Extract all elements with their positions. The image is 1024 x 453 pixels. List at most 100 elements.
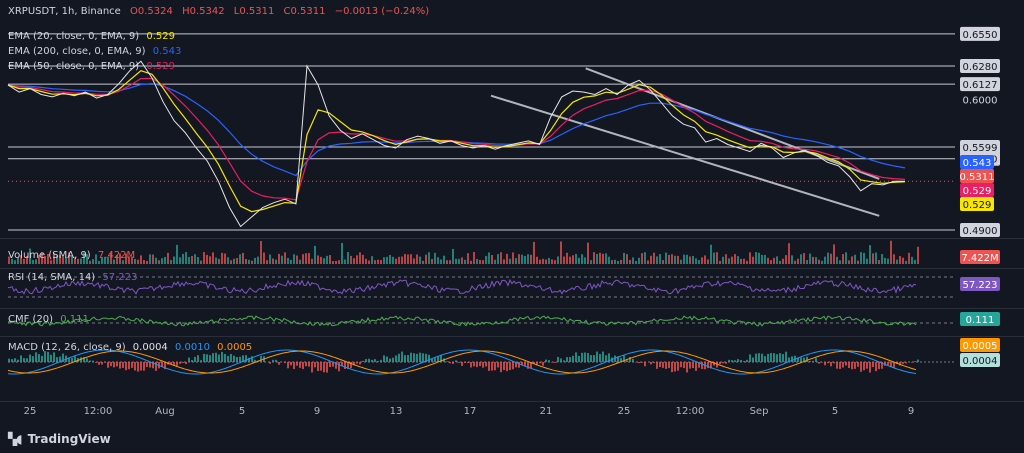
macd-histogram-bar bbox=[11, 359, 13, 362]
volume-bar bbox=[791, 255, 793, 264]
macd-histogram-bar bbox=[185, 362, 187, 365]
volume-bar bbox=[701, 257, 703, 264]
volume-bar bbox=[56, 255, 58, 264]
macd-histogram-bar bbox=[302, 362, 304, 370]
time-axis-label: 5 bbox=[239, 406, 245, 417]
volume-bar bbox=[26, 255, 28, 264]
macd-histogram-bar bbox=[275, 359, 277, 362]
macd-histogram-bar bbox=[533, 362, 535, 364]
volume-bar bbox=[497, 254, 499, 264]
volume-bar bbox=[317, 255, 319, 264]
cmf-legend[interactable]: CMF (20) 0.111 bbox=[8, 314, 89, 326]
macd-histogram-bar bbox=[542, 362, 544, 366]
volume-bar bbox=[902, 257, 904, 264]
brand[interactable]: ▚◖ TradingView bbox=[8, 432, 111, 446]
macd-histogram-bar bbox=[536, 362, 538, 365]
time-axis-label: 12:00 bbox=[84, 406, 113, 417]
volume-bar bbox=[779, 260, 781, 264]
volume-bar bbox=[101, 257, 103, 264]
macd-histogram-bar bbox=[284, 362, 286, 364]
macd-histogram-bar bbox=[209, 355, 211, 362]
macd-histogram-bar bbox=[176, 362, 178, 366]
volume-bar bbox=[233, 258, 235, 264]
time-axis-label: 13 bbox=[390, 406, 403, 417]
ema200-legend[interactable]: EMA (200, close, 0, EMA, 9) 0.543 bbox=[8, 46, 181, 58]
volume-bar bbox=[113, 259, 115, 264]
open-value: O0.5324 bbox=[130, 6, 173, 17]
macd-histogram-bar bbox=[386, 356, 388, 362]
time-axis-label: 5 bbox=[832, 406, 838, 417]
volume-bar bbox=[509, 258, 511, 264]
ema200-value: 0.543 bbox=[152, 46, 182, 57]
volume-bar bbox=[374, 260, 376, 264]
volume-bar bbox=[389, 254, 391, 264]
price-badge-label: 0.543 bbox=[963, 158, 992, 169]
macd-histogram-bar bbox=[461, 362, 463, 366]
macd-histogram-bar bbox=[98, 362, 100, 365]
volume-bar bbox=[689, 256, 691, 264]
volume-bar bbox=[596, 253, 598, 264]
volume-bar bbox=[407, 254, 409, 264]
macd-histogram-bar bbox=[506, 362, 508, 372]
volume-bar bbox=[149, 254, 151, 264]
macd-histogram-bar bbox=[917, 359, 919, 362]
volume-bar bbox=[293, 254, 295, 264]
macd-histogram-bar bbox=[740, 359, 742, 362]
macd-histogram-bar bbox=[875, 362, 877, 372]
macd-histogram-bar bbox=[452, 362, 454, 364]
volume-bar bbox=[896, 259, 898, 264]
ema20-legend[interactable]: EMA (20, close, 0, EMA, 9) 0.529 bbox=[8, 31, 175, 43]
volume-bar bbox=[419, 256, 421, 264]
indicator-badge bbox=[960, 250, 1000, 264]
volume-bar bbox=[185, 252, 187, 264]
macd-histogram-bar bbox=[758, 353, 760, 362]
ema50-legend[interactable]: EMA (50, close, 0, EMA, 9) 0.529 bbox=[8, 61, 175, 73]
volume-bar bbox=[62, 256, 64, 264]
macd-histogram-bar bbox=[314, 362, 316, 368]
volume-bar bbox=[431, 258, 433, 264]
macd-histogram-bar bbox=[509, 362, 511, 371]
price-level-tag bbox=[960, 77, 1000, 92]
volume-bar bbox=[194, 254, 196, 264]
volume-bar bbox=[371, 256, 373, 264]
volume-bar bbox=[344, 259, 346, 264]
indicator-badge bbox=[960, 277, 1000, 291]
volume-bar bbox=[338, 260, 340, 264]
macd-histogram-bar bbox=[203, 353, 205, 362]
price-badge-label: 0.529 bbox=[963, 186, 992, 197]
macd-histogram-bar bbox=[872, 362, 874, 368]
indicator-badge bbox=[960, 312, 1000, 326]
macd-histogram-bar bbox=[725, 362, 727, 364]
volume-bar bbox=[134, 258, 136, 264]
volume-bar bbox=[146, 260, 148, 264]
rsi-legend[interactable]: RSI (14, SMA, 14) 57.223 bbox=[8, 272, 137, 284]
macd-histogram-bar bbox=[107, 362, 109, 368]
close-value: C0.5311 bbox=[283, 6, 326, 17]
macd-histogram-bar bbox=[905, 362, 907, 364]
volume-bar bbox=[785, 255, 787, 264]
volume-bar bbox=[77, 258, 79, 264]
macd-histogram-bar bbox=[641, 362, 643, 363]
cmf-label: CMF (20) bbox=[8, 314, 54, 325]
volume-bar bbox=[866, 258, 868, 264]
volume-bar bbox=[224, 253, 226, 264]
volume-legend[interactable]: Volume (SMA, 9) 7.422M bbox=[8, 250, 135, 262]
time-axis-label: 9 bbox=[314, 406, 320, 417]
volume-bar bbox=[794, 260, 796, 264]
volume-bar bbox=[788, 243, 790, 264]
macd-histogram-bar bbox=[407, 355, 409, 362]
volume-bar bbox=[611, 260, 613, 264]
volume-bar bbox=[818, 259, 820, 264]
macd-histogram-bar bbox=[206, 354, 208, 362]
macd-histogram-bar bbox=[155, 362, 157, 371]
price-level-label: 0.4900 bbox=[963, 226, 998, 237]
macd-legend[interactable]: MACD (12, 26, close, 9) 0.0004 0.0010 0.… bbox=[8, 342, 252, 354]
volume-bar bbox=[677, 255, 679, 264]
volume-bar bbox=[758, 252, 760, 264]
volume-bar bbox=[878, 260, 880, 264]
cmf-pane bbox=[7, 315, 955, 327]
volume-bar bbox=[512, 252, 514, 264]
macd-histogram-bar bbox=[140, 362, 142, 371]
macd-histogram-bar bbox=[110, 362, 112, 367]
